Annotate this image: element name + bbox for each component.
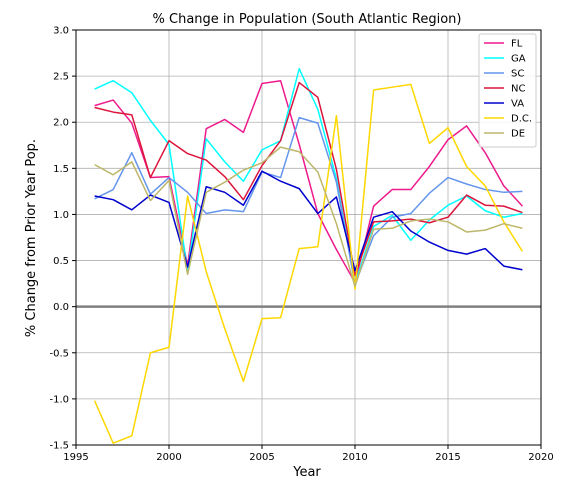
x-tick-label: 2000	[156, 452, 181, 463]
y-tick-label: -1.0	[49, 394, 69, 405]
y-tick-label: 1.0	[53, 210, 69, 221]
legend-label-ga: GA	[511, 54, 526, 65]
plot-frame	[75, 29, 542, 446]
x-tick-label: 2020	[528, 452, 553, 463]
y-tick-label: 2.5	[53, 72, 69, 83]
axis-ticks: 1995 2000 2005 2010 2015 2020 -1.5 -1.0 -0.5 0.0 0…	[49, 26, 553, 464]
series-line-dc	[93, 83, 524, 444]
series-line-nc	[94, 81, 523, 277]
series-line-de	[94, 146, 523, 288]
legend-label-fl: FL	[511, 39, 523, 50]
x-tick-label: 2010	[342, 452, 367, 463]
x-tick-label: 2005	[249, 452, 274, 463]
legend-label-nc: NC	[511, 84, 525, 95]
series-line-fl	[94, 79, 523, 284]
series-line-sc	[94, 116, 523, 286]
chart-title: % Change in Population (South Atlantic R…	[153, 12, 462, 27]
y-tick-label: 0.0	[53, 302, 69, 313]
y-tick-label: 0.5	[53, 256, 69, 267]
legend-label-de: DE	[511, 129, 525, 140]
legend-box	[478, 33, 537, 148]
y-tick-label: 3.0	[53, 26, 69, 37]
y-axis-title: % Change from Prior Year Pop.	[24, 139, 39, 337]
x-tick-label: 1995	[63, 452, 88, 463]
y-tick-label: -1.5	[49, 441, 69, 452]
y-tick-label: 2.0	[53, 118, 69, 129]
x-axis-title: Year	[292, 465, 321, 480]
series-lines	[93, 67, 524, 444]
y-tick-label: 1.5	[53, 164, 69, 175]
legend: FL GA SC NC VA D.C. DE	[478, 33, 537, 148]
series-line-va	[94, 170, 523, 272]
legend-label-va: VA	[511, 99, 524, 110]
x-tick-label: 2015	[435, 452, 460, 463]
legend-label-dc: D.C.	[511, 114, 532, 125]
y-tick-label: -0.5	[49, 348, 69, 359]
legend-label-sc: SC	[511, 69, 524, 80]
